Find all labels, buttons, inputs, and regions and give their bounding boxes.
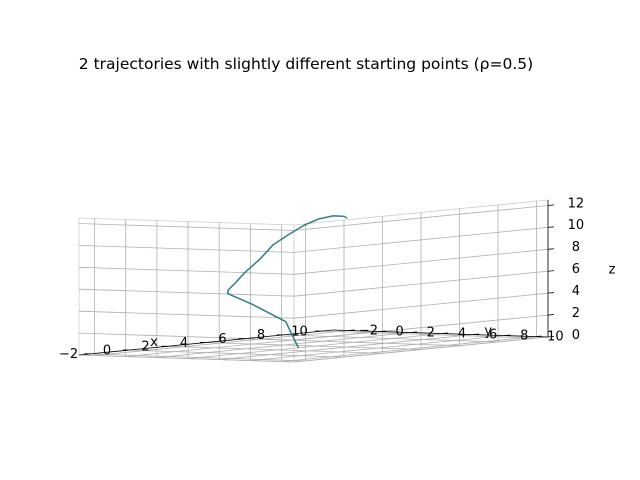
z-tick-label: 6	[572, 262, 580, 277]
y-tick-label: 4	[458, 327, 466, 342]
grid-line-z	[78, 205, 549, 231]
y-tick-label: 2	[427, 326, 435, 341]
z-tick-mark	[547, 248, 555, 250]
x-tick-label: 0	[103, 343, 111, 358]
z-tick-label: 4	[572, 284, 580, 299]
y-tick-mark	[348, 329, 355, 331]
chart-title: 2 trajectories with slightly different s…	[79, 55, 533, 73]
z-tick-label: 8	[572, 240, 580, 255]
grid-line-z	[78, 292, 549, 319]
x-tick-label: 8	[257, 328, 265, 343]
y-tick-label: 6	[489, 328, 497, 343]
y-tick-mark	[504, 334, 511, 336]
x-tick-label: 4	[180, 336, 188, 351]
y-tick-label: 8	[520, 329, 528, 344]
series-group	[226, 215, 348, 348]
grid-line-x	[167, 216, 383, 354]
grid-line-x	[282, 204, 499, 343]
y-tick-mark	[473, 333, 480, 335]
x-tick-label: −2	[59, 347, 78, 362]
y-tick-label: 10	[547, 330, 564, 345]
z-tick-mark	[547, 270, 555, 272]
y-tick-label: −2	[359, 324, 378, 339]
y-axis-label: y	[484, 324, 492, 339]
z-tick-label: 0	[572, 328, 580, 343]
grid-line-z	[78, 336, 549, 363]
z-tick-mark	[547, 314, 555, 316]
grid-line-z	[78, 270, 549, 297]
grid-line-z	[78, 227, 549, 253]
grid-line-x	[205, 212, 422, 350]
trajectory-line-2	[226, 215, 348, 348]
y-tick-mark	[379, 330, 386, 332]
z-tick-mark	[547, 292, 555, 294]
grid-line-x	[321, 201, 537, 339]
z-tick-mark	[547, 336, 555, 338]
z-tick-label: 10	[568, 218, 585, 233]
tick-labels: −2 0 2 4 6 8 10 −2 0 2 4 6 8 10 0 2 4 6 8 10 12	[59, 196, 584, 362]
grid-line-z	[78, 248, 549, 275]
z-tick-label: 12	[568, 196, 585, 211]
y-tick-mark	[442, 332, 449, 334]
y-tick-mark	[535, 335, 542, 337]
x-tick-label: 10	[291, 324, 308, 339]
z-axis-label: z	[609, 263, 616, 278]
y-tick-mark	[410, 331, 417, 333]
axes	[78, 200, 555, 356]
z-tick-mark	[547, 204, 555, 206]
y-axis-line	[332, 329, 549, 338]
z-tick-mark	[547, 226, 555, 228]
z-tick-label: 2	[572, 306, 580, 321]
y-tick-label: 0	[396, 325, 404, 340]
grid-line-x	[128, 220, 345, 358]
x-tick-label: 2	[141, 340, 149, 355]
x-axis-label: x	[150, 335, 158, 350]
x-tick-label: 6	[218, 332, 226, 347]
